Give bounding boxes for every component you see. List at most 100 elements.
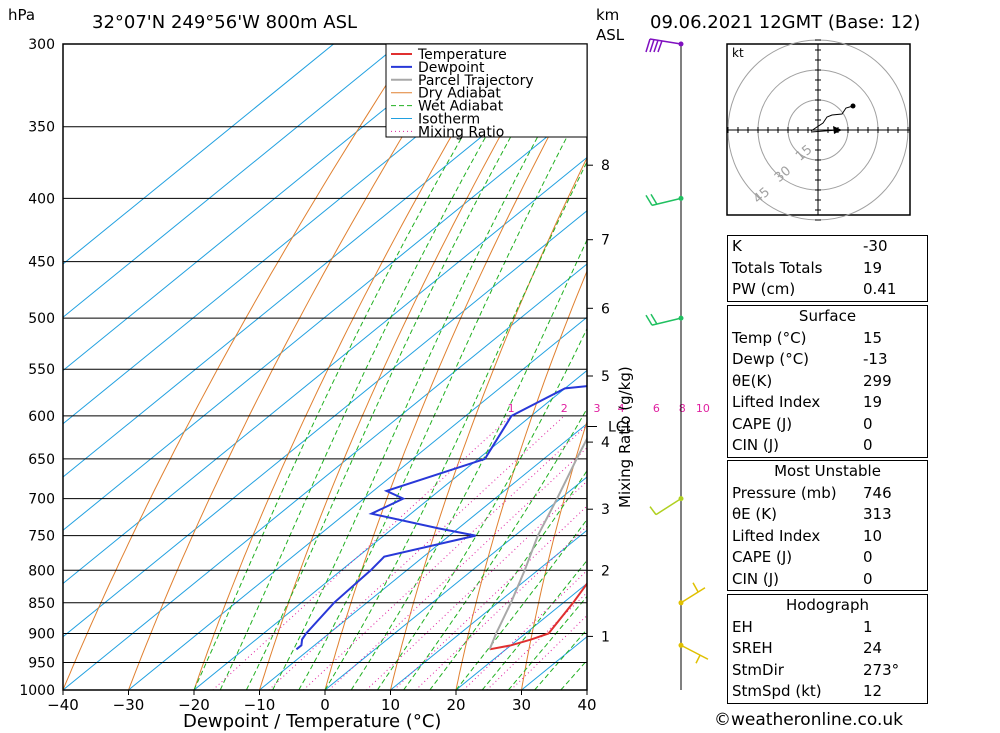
parcel-trajectory-line (488, 436, 587, 650)
mixing-ratio-label: 3 (594, 402, 601, 415)
pressure-tick-label: 650 (28, 452, 55, 468)
wind-barb (645, 313, 682, 326)
unstable-label: CAPE (J) (732, 548, 793, 566)
pressure-tick-label: 450 (28, 255, 55, 271)
isotherm-line (63, 44, 466, 372)
temperature-tick-label: −20 (178, 696, 210, 714)
surface-row: CAPE (J) 0 (728, 414, 927, 436)
legend-entry: Dry Adiabat (418, 86, 501, 102)
mixing-ratio-label: 2 (561, 402, 568, 415)
mixing-ratio-line (393, 505, 587, 690)
mixing-ratio-label: 8 (679, 402, 686, 415)
unstable-value: 0 (863, 569, 873, 588)
hodograph-stat-row: StmDir 273° (728, 660, 927, 682)
pressure-tick-label: 400 (28, 191, 55, 207)
index-label: PW (cm) (732, 280, 796, 298)
temperature-tick-label: −30 (113, 696, 145, 714)
isotherm-line (324, 476, 587, 690)
surface-value: 0 (863, 436, 873, 454)
surface-value: 0 (863, 414, 873, 433)
surface-row: Dewp (°C) -13 (728, 349, 927, 371)
wet-adiabat-line (193, 44, 518, 690)
hodograph-stat-label: SREH (732, 639, 773, 657)
wind-barb (680, 644, 709, 664)
surface-table: Surface Temp (°C) 15 Dewp (°C) -13 θE(K) 299 L… (727, 305, 928, 458)
isotherm-line (193, 369, 587, 690)
pressure-tick-label: 1000 (19, 683, 55, 699)
legend-entry: Isotherm (418, 112, 480, 128)
surface-row: Temp (°C) 15 (728, 328, 927, 350)
hodograph-stat-label: StmDir (732, 660, 784, 679)
index-label: K (732, 237, 742, 255)
profile-lines (295, 385, 587, 651)
wet-adiabat-line (272, 45, 587, 690)
hodograph-stat-label: EH (732, 617, 753, 636)
pressure-unit-label: hPa (8, 6, 35, 24)
wet-adiabat-line (376, 327, 587, 690)
storm-motion-arrow (833, 126, 842, 134)
km-unit-label: km (596, 6, 619, 24)
temperature-tick-label: 10 (381, 696, 400, 714)
surface-value: 19 (863, 393, 883, 411)
temperature-line (489, 581, 587, 651)
hodograph-endpoint (850, 103, 856, 109)
km-tick-label: 1 (601, 629, 610, 645)
mixing-ratio-line (366, 480, 587, 690)
surface-label: Temp (°C) (732, 328, 807, 347)
km-tick-label: 8 (601, 158, 610, 174)
unstable-value: 746 (863, 483, 892, 502)
mixing-ratio-label: 4 (618, 402, 625, 415)
datetime-title: 09.06.2021 12GMT (Base: 12) (650, 12, 920, 33)
unstable-row: θE (K) 313 (728, 504, 927, 526)
dry-adiabat-line (324, 63, 587, 690)
dry-adiabat-line (193, 44, 507, 690)
index-value: 0.41 (863, 280, 897, 298)
dry-adiabat-line (976, 26, 1000, 690)
mixing-ratio-label: 1 (508, 402, 515, 415)
most-unstable-table-title: Most Unstable (774, 462, 881, 480)
dry-adiabat-line (128, 44, 460, 690)
wet-adiabat-line (403, 407, 587, 690)
unstable-value: 0 (863, 548, 873, 566)
hodograph-stat-row: EH 1 (728, 617, 927, 639)
km-tick-label: 3 (601, 502, 610, 518)
wind-profile (645, 38, 709, 690)
hodograph-table: Hodograph EH 1 SREH 24 StmDir 273° StmSpd (kt)… (727, 594, 928, 704)
legend-entry: Wet Adiabat (418, 99, 504, 115)
hodograph-stat-row: StmSpd (kt) 12 (728, 681, 927, 703)
most-unstable-table: Most Unstable Pressure (mb) 746 θE (K) 313 L… (727, 460, 928, 591)
pressure-tick-label: 850 (28, 596, 55, 612)
mixing-ratio-axis-title: Mixing Ratio (g/kg) (616, 366, 634, 508)
index-row: Totals Totals 19 (728, 258, 927, 280)
wet-adiabat-line (324, 160, 587, 690)
hodograph-stat-row: SREH 24 (728, 638, 927, 660)
unstable-value: 10 (863, 526, 883, 545)
hodograph-stat-value: 1 (863, 617, 873, 636)
pressure-tick-label: 750 (28, 529, 55, 545)
isotherm-line (63, 44, 400, 318)
surface-value: 15 (863, 328, 883, 347)
hodograph-trace (810, 105, 854, 132)
surface-row: CIN (J) 0 (728, 435, 927, 457)
pressure-tick-label: 950 (28, 656, 55, 672)
pressure-tick-label: 500 (28, 311, 55, 327)
mixing-ratio-label: 6 (653, 402, 660, 415)
km-tick-label: 7 (601, 233, 610, 249)
surface-label: θE(K) (732, 371, 773, 390)
mixing-ratio-line (510, 614, 587, 690)
km-tick-label: 6 (601, 301, 610, 317)
legend-entry: Temperature (417, 47, 507, 63)
pressure-tick-label: 350 (28, 120, 55, 136)
dry-adiabat-line (390, 156, 587, 690)
surface-value: -13 (863, 350, 888, 368)
surface-value: 299 (863, 371, 892, 390)
x-axis-title: Dewpoint / Temperature (°C) (183, 711, 441, 732)
dry-adiabat-line (63, 44, 414, 690)
temperature-tick-label: 0 (320, 696, 330, 714)
km-axis: 1 2 3 4 5 6 7 8 LCL (587, 158, 634, 645)
unstable-label: Pressure (mb) (732, 483, 837, 502)
pressure-tick-label: 900 (28, 627, 55, 643)
surface-label: CAPE (J) (732, 414, 793, 433)
